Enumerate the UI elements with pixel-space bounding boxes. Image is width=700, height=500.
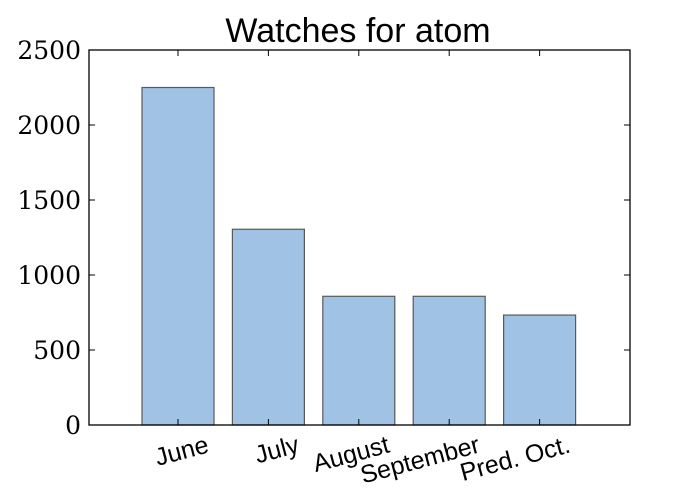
y-tick-label-2500: 2500 <box>17 36 81 65</box>
bar-september <box>412 295 486 426</box>
bar-june <box>141 86 215 426</box>
x-tick-label-july: July <box>252 431 303 470</box>
y-tick-label-2000: 2000 <box>17 111 81 140</box>
y-tick-label-0: 0 <box>65 411 81 440</box>
y-tick-label-500: 500 <box>33 336 81 365</box>
bar-august <box>322 295 396 426</box>
bar-july <box>231 228 305 426</box>
bar-pred-oct <box>503 314 577 426</box>
chart-title: Watches for atom <box>225 12 490 50</box>
bars-group <box>141 86 577 426</box>
plot-frame <box>88 49 631 426</box>
x-tick-label-june: June <box>152 431 212 472</box>
y-axis-ticks: 0 500 1000 1500 2000 2500 <box>17 36 630 440</box>
y-tick-label-1000: 1000 <box>17 261 81 290</box>
y-tick-label-1500: 1500 <box>17 186 81 215</box>
